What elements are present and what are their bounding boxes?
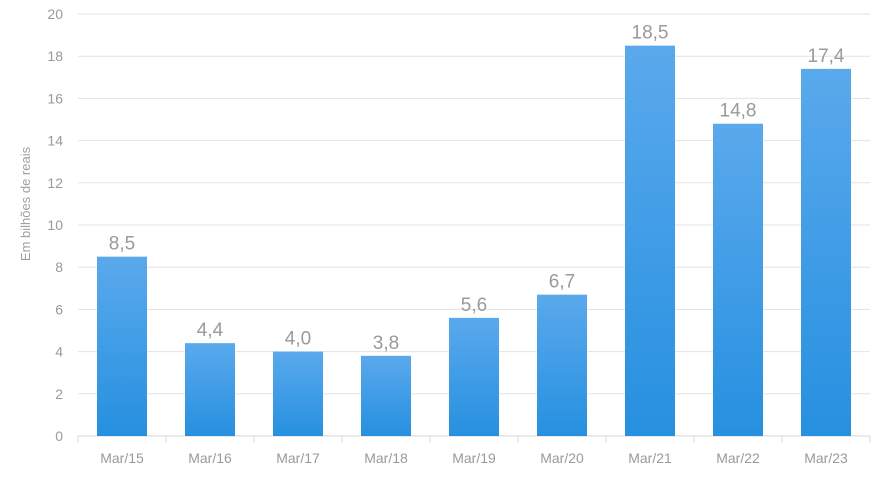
data-label: 18,5 — [632, 23, 669, 44]
x-axis-ticks: Mar/15 Mar/16 Mar/17 Mar/18 Mar/19 Mar/20 Mar/… — [100, 450, 848, 466]
bar-mar-19 — [449, 317, 499, 436]
x-tick-label: Mar/21 — [628, 450, 672, 466]
x-tick-label: Mar/17 — [276, 450, 320, 466]
x-tick-label: Mar/16 — [188, 450, 232, 466]
y-tick-label: 6 — [55, 301, 63, 317]
data-labels: 8,5 4,4 4,0 3,8 5,6 6,7 18,5 14,8 17,4 — [109, 23, 845, 354]
y-axis-title: Em bilhões de reais — [18, 146, 33, 261]
bar-mar-17 — [273, 351, 323, 436]
y-tick-label: 10 — [47, 217, 63, 233]
x-tick-label: Mar/23 — [804, 450, 848, 466]
y-tick-label: 18 — [47, 48, 63, 64]
data-label: 17,4 — [808, 46, 845, 67]
bars — [97, 45, 851, 437]
y-tick-label: 2 — [55, 386, 63, 402]
data-label: 8,5 — [109, 234, 135, 255]
data-label: 4,4 — [197, 320, 224, 341]
x-tick-label: Mar/19 — [452, 450, 496, 466]
data-label: 4,0 — [285, 329, 311, 350]
bar-mar-15 — [97, 256, 147, 436]
y-tick-label: 8 — [55, 259, 63, 275]
y-axis-ticks: 0 2 4 6 8 10 12 14 16 18 20 — [47, 6, 63, 444]
bar-mar-16 — [185, 343, 235, 436]
y-tick-label: 16 — [47, 90, 63, 106]
y-tick-label: 0 — [55, 428, 63, 444]
data-label: 14,8 — [720, 101, 757, 122]
y-tick-label: 14 — [47, 133, 63, 149]
bar-mar-22 — [713, 123, 763, 436]
x-tick-label: Mar/18 — [364, 450, 408, 466]
x-tick-label: Mar/20 — [540, 450, 584, 466]
data-label: 3,8 — [373, 333, 399, 354]
bar-mar-20 — [537, 294, 587, 436]
x-tick-label: Mar/15 — [100, 450, 144, 466]
bar-mar-21 — [625, 45, 675, 437]
data-label: 5,6 — [461, 295, 487, 316]
y-tick-label: 20 — [47, 6, 63, 22]
y-tick-label: 12 — [47, 175, 63, 191]
bar-mar-18 — [361, 355, 411, 436]
bar-mar-23 — [801, 68, 851, 437]
data-label: 6,7 — [549, 272, 575, 293]
y-tick-label: 4 — [55, 344, 63, 360]
x-tick-label: Mar/22 — [716, 450, 760, 466]
